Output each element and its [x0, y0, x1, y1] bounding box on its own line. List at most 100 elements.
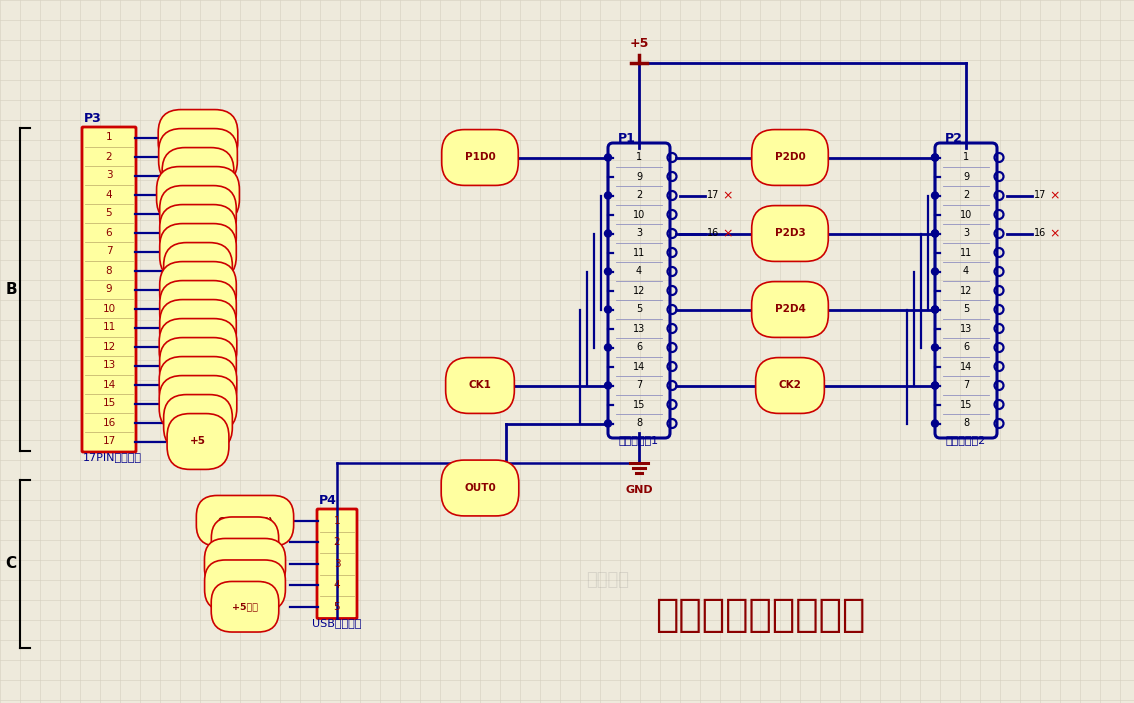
Text: 山寨红白机线序定义: 山寨红白机线序定义	[654, 596, 865, 634]
Text: 9: 9	[963, 172, 970, 181]
Text: 10: 10	[102, 304, 116, 314]
Text: RESET: RESET	[179, 190, 217, 200]
Circle shape	[931, 306, 939, 313]
Text: 2: 2	[963, 191, 970, 200]
Text: P1D1: P1D1	[183, 304, 213, 314]
Text: P4: P4	[319, 494, 337, 507]
Text: 7: 7	[105, 247, 112, 257]
Text: 17: 17	[102, 437, 116, 446]
Text: 11: 11	[633, 247, 645, 257]
Text: 5: 5	[333, 602, 340, 612]
Text: 2: 2	[105, 152, 112, 162]
Circle shape	[604, 230, 611, 237]
Text: 6: 6	[636, 342, 642, 352]
Circle shape	[931, 230, 939, 237]
Text: P2D3: P2D3	[775, 228, 805, 238]
Text: 17: 17	[1033, 191, 1046, 200]
Circle shape	[931, 154, 939, 161]
Text: 12: 12	[959, 285, 972, 295]
Circle shape	[931, 344, 939, 351]
Text: 1: 1	[333, 516, 340, 526]
Text: 13: 13	[959, 323, 972, 333]
Text: 17PIN排线接口: 17PIN排线接口	[83, 452, 142, 462]
Text: 5: 5	[636, 304, 642, 314]
Text: 15: 15	[959, 399, 972, 410]
Text: 4: 4	[963, 266, 970, 276]
Text: 16: 16	[706, 228, 719, 238]
Text: 3: 3	[333, 559, 340, 569]
Text: P1D0: P1D0	[465, 153, 496, 162]
Text: 数磁之家: 数磁之家	[586, 571, 629, 589]
Text: P2D0: P2D0	[775, 153, 805, 162]
Text: P2: P2	[945, 132, 963, 145]
Text: DATA数据: DATA数据	[226, 581, 264, 590]
Text: 12: 12	[633, 285, 645, 295]
Text: 8: 8	[105, 266, 112, 276]
Text: 8: 8	[636, 418, 642, 429]
Text: 接口板手柄2: 接口板手柄2	[946, 435, 987, 445]
Text: OUT1: OUT1	[183, 380, 214, 389]
Text: 4: 4	[636, 266, 642, 276]
Text: 15: 15	[102, 399, 116, 408]
Circle shape	[931, 382, 939, 389]
Text: 2: 2	[333, 537, 340, 547]
Circle shape	[931, 420, 939, 427]
Circle shape	[931, 382, 939, 389]
Text: 7: 7	[636, 380, 642, 390]
Text: OUT2: OUT2	[183, 399, 214, 408]
Circle shape	[604, 192, 611, 199]
Circle shape	[604, 344, 611, 351]
Text: ×: ×	[1049, 227, 1060, 240]
Text: 14: 14	[633, 361, 645, 371]
Text: 15: 15	[633, 399, 645, 410]
Text: 3: 3	[963, 228, 970, 238]
Circle shape	[931, 230, 939, 237]
Text: 16: 16	[1033, 228, 1046, 238]
Text: GND(金属外壳): GND(金属外壳)	[217, 516, 273, 525]
Text: 14: 14	[102, 380, 116, 389]
Text: 10: 10	[959, 209, 972, 219]
Text: P2D4: P2D4	[775, 304, 805, 314]
Text: USB手柄线序: USB手柄线序	[312, 619, 362, 628]
Text: GND: GND	[185, 171, 211, 181]
Text: P2D2: P2D2	[183, 285, 213, 295]
Text: GND: GND	[625, 485, 653, 495]
Text: 14: 14	[959, 361, 972, 371]
Circle shape	[931, 154, 939, 161]
Text: CK1: CK1	[468, 380, 491, 390]
Circle shape	[604, 268, 611, 275]
Text: ×: ×	[722, 227, 733, 240]
Text: 13: 13	[102, 361, 116, 370]
Text: 11: 11	[959, 247, 972, 257]
Text: 4: 4	[333, 580, 340, 591]
FancyBboxPatch shape	[82, 127, 136, 452]
Text: 1: 1	[105, 132, 112, 143]
Text: 9: 9	[105, 285, 112, 295]
Text: 16: 16	[102, 418, 116, 427]
Text: +5: +5	[629, 37, 649, 50]
Text: CK2: CK2	[779, 380, 802, 390]
Text: CK1: CK1	[187, 266, 210, 276]
Text: OUT0: OUT0	[464, 483, 496, 493]
Text: 3: 3	[105, 171, 112, 181]
Text: 5: 5	[105, 209, 112, 219]
Text: P2D4: P2D4	[183, 361, 213, 370]
Text: ×: ×	[1049, 189, 1060, 202]
Text: Audio: Audio	[181, 132, 214, 143]
Text: CK2: CK2	[187, 418, 210, 427]
Text: 1: 1	[636, 153, 642, 162]
Text: B: B	[6, 282, 17, 297]
Circle shape	[931, 192, 939, 199]
FancyBboxPatch shape	[318, 509, 357, 619]
Text: 2: 2	[636, 191, 642, 200]
Text: 6: 6	[105, 228, 112, 238]
Text: 4: 4	[105, 190, 112, 200]
Text: 7: 7	[963, 380, 970, 390]
Text: 1: 1	[963, 153, 970, 162]
Text: 9: 9	[636, 172, 642, 181]
Text: 3: 3	[636, 228, 642, 238]
Text: P3: P3	[84, 112, 102, 125]
Text: P1: P1	[618, 132, 636, 145]
Text: P1D0: P1D0	[183, 209, 213, 219]
Text: ×: ×	[722, 189, 733, 202]
